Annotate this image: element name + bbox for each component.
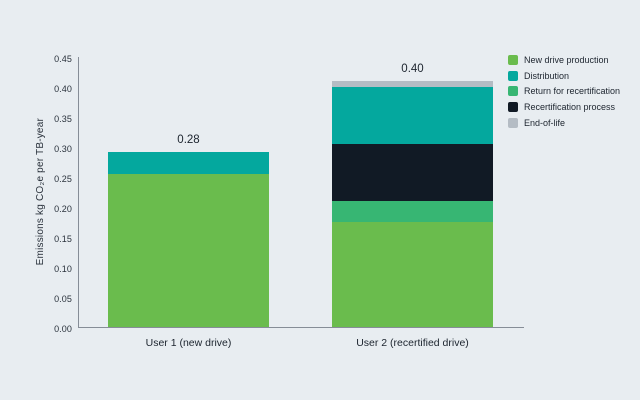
legend-swatch-icon bbox=[508, 102, 518, 113]
legend-label: Return for recertification bbox=[524, 86, 621, 97]
bar-total-label: 0.40 bbox=[401, 63, 424, 75]
legend-item-recertification-process: Recertification process bbox=[508, 102, 620, 113]
y-tick-label: 0.10 bbox=[54, 264, 72, 274]
legend-item-new-drive-production: New drive production bbox=[508, 55, 620, 65]
legend-item-end-of-life: End-of-life bbox=[508, 117, 620, 128]
legend-swatch-icon bbox=[508, 55, 518, 65]
legend-label: End-of-life bbox=[524, 117, 566, 128]
bar-segment-return-for-recertification bbox=[332, 201, 493, 222]
x-axis-category-label: User 1 (new drive) bbox=[145, 337, 232, 349]
bar-segment-new-drive-production bbox=[332, 222, 493, 327]
y-tick-label: 0.25 bbox=[54, 174, 72, 184]
y-tick-label: 0.30 bbox=[54, 144, 72, 154]
x-axis-category-label: User 2 (recertified drive) bbox=[356, 337, 469, 349]
y-tick-label: 0.20 bbox=[54, 204, 72, 214]
bar-segment-recertification-process bbox=[332, 144, 493, 201]
bar-total-label: 0.28 bbox=[177, 134, 200, 147]
legend-swatch-icon bbox=[508, 70, 518, 81]
bar-segment-new-drive-production bbox=[108, 174, 269, 327]
legend-label: New drive production bbox=[524, 55, 609, 65]
y-tick-label: 0.15 bbox=[54, 234, 72, 244]
legend-label: Recertification process bbox=[524, 102, 616, 113]
legend-item-distribution: Distribution bbox=[508, 70, 620, 81]
y-tick-label: 0.35 bbox=[54, 114, 72, 124]
y-axis-title: Emissions kg CO₂e per TB-year bbox=[33, 57, 47, 327]
y-axis-line bbox=[78, 57, 79, 327]
legend: New drive production Distribution Return f… bbox=[508, 55, 620, 128]
y-tick-label: 0.45 bbox=[54, 54, 72, 64]
x-axis-line bbox=[78, 327, 524, 328]
legend-item-return-for-recertification: Return for recertification bbox=[508, 86, 621, 97]
bar-segment-end-of-life bbox=[332, 81, 493, 87]
y-tick-label: 0.05 bbox=[54, 294, 72, 304]
y-tick-label: 0.40 bbox=[54, 84, 72, 94]
bar-segment-distribution bbox=[108, 152, 269, 174]
legend-label: Distribution bbox=[524, 70, 570, 81]
y-tick-label: 0.00 bbox=[54, 324, 72, 334]
legend-swatch-icon bbox=[508, 117, 518, 128]
bar-segment-distribution bbox=[332, 87, 493, 144]
legend-swatch-icon bbox=[508, 86, 518, 97]
